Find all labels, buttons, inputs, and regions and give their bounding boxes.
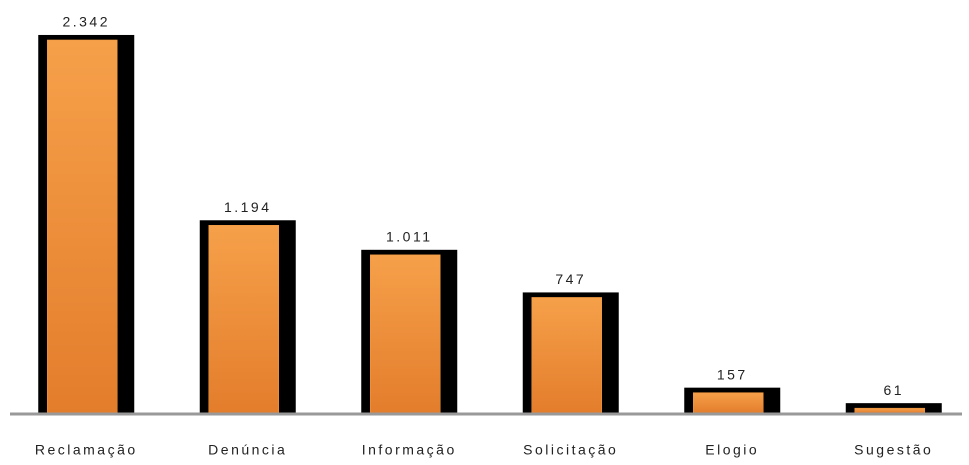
bar: [47, 39, 118, 414]
value-label: 747: [555, 271, 586, 287]
x-tick-label: Denúncia: [208, 442, 287, 458]
value-label: 1.194: [224, 199, 272, 215]
bar: [370, 254, 441, 414]
value-label: 157: [717, 366, 748, 382]
bar: [531, 297, 602, 414]
x-tick-label: Solicitação: [523, 442, 618, 458]
x-tick-label: Elogio: [705, 442, 759, 458]
bar: [208, 225, 279, 414]
value-label: 1.011: [386, 229, 433, 245]
x-tick-label: Informação: [362, 442, 457, 458]
value-label: 2.342: [62, 14, 110, 30]
x-tick-label: Sugestão: [854, 442, 933, 458]
bar: [854, 407, 925, 414]
x-tick-label: Reclamação: [35, 442, 138, 458]
bar: [693, 392, 764, 414]
value-label: 61: [883, 382, 904, 398]
